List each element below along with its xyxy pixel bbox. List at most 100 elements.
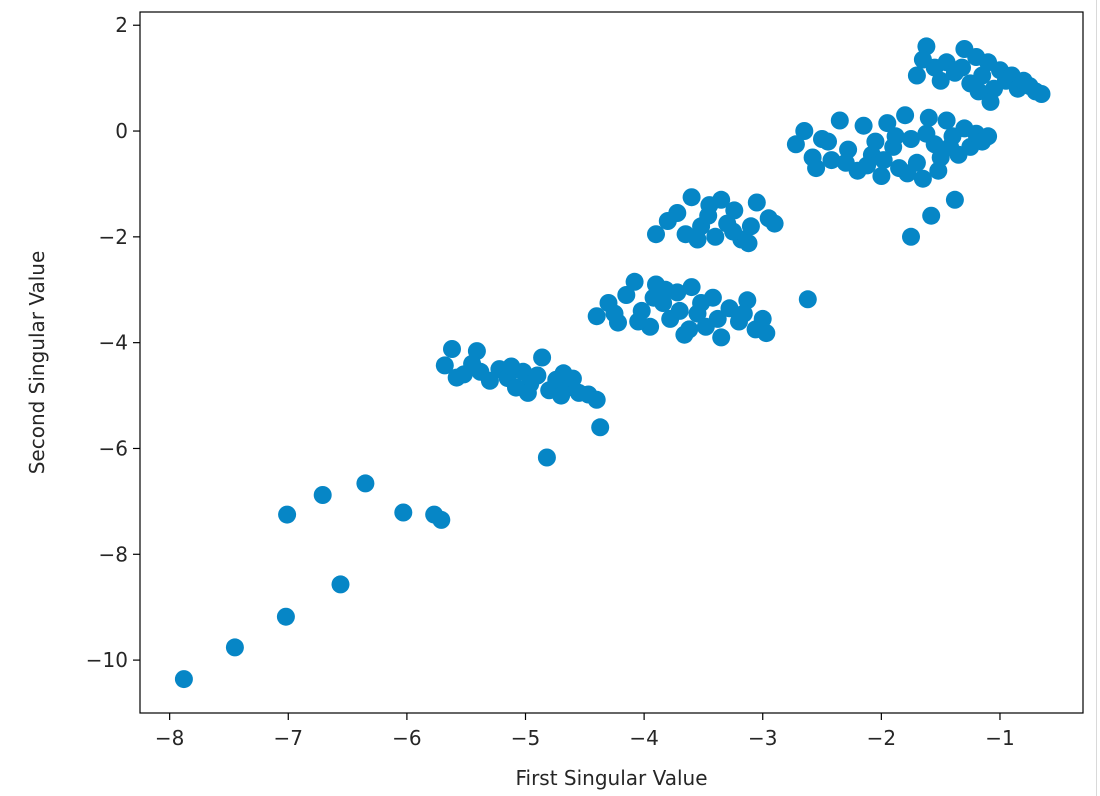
scatter-point [432,510,451,529]
scatter-point [757,324,776,343]
scatter-point [945,190,964,209]
scatter-point [331,575,350,594]
scatter-point [1032,85,1051,103]
x-tick-label: −6 [392,726,421,750]
scatter-point [656,280,675,299]
scatter-point [913,50,932,69]
scatter-point [878,114,897,133]
scatter-point [753,309,772,328]
x-tick-label: −1 [985,726,1014,750]
scatter-point [518,383,537,402]
scatter-point [836,153,855,172]
scatter-point [724,222,743,241]
axes-frame [139,11,1084,714]
scatter-point [668,204,687,222]
scatter-point [708,309,727,328]
scatter-point [917,124,936,143]
scatter-point [356,474,375,493]
scatter-point [819,132,837,151]
scatter-point [822,151,841,170]
scatter-point [830,111,849,130]
scatter-point [682,278,701,297]
scatter-point [174,670,193,689]
scatter-point [858,156,877,175]
scatter-point [931,71,950,90]
scatter-point [276,607,295,626]
x-tick-label: −7 [274,726,303,750]
points-layer [174,37,1051,689]
scatter-point [734,304,753,323]
scatter-point [866,132,885,151]
y-tick-label: −8 [99,542,128,566]
y-tick-label: −2 [99,225,128,249]
x-tick-label: −4 [629,726,658,750]
scatter-point [739,234,758,253]
scatter-point [929,161,948,180]
y-tick-label: −4 [99,331,128,355]
scatter-point [528,366,547,385]
scatter-point [435,356,454,375]
x-ticks: −8 −7 −6 −5 −4 −3 −2 −1 [155,713,1015,750]
scatter-point [463,354,482,373]
scatter-point [937,111,956,130]
y-tick-label: 0 [115,119,128,143]
y-ticks: 2 0 −2 −4 −6 −8 −10 [86,13,140,672]
scatter-point [537,448,556,467]
x-tick-label: −2 [867,726,896,750]
scatter-point [913,169,932,188]
scatter-point [902,130,920,148]
scatter-point [533,348,552,367]
scatter-point [692,294,711,312]
scatter-point [741,217,760,236]
scatter-point [443,340,461,358]
scatter-point [682,188,701,207]
scatter-point [902,227,920,246]
scatter-point [278,505,297,524]
scatter-point [552,386,571,405]
scatter-point [765,214,784,233]
page-edge-divider [1096,0,1097,796]
scatter-point [786,135,805,154]
scatter-point [886,127,905,146]
scatter-point [605,304,624,323]
scatter-point [563,369,582,388]
scatter-point [313,486,332,504]
y-tick-label: −10 [86,648,128,672]
scatter-point [798,290,817,309]
scatter-point [706,227,725,246]
scatter-point [720,299,739,318]
scatter-point [874,151,893,170]
scatter-point [680,320,699,339]
scatter-point [447,368,466,387]
y-tick-label: 2 [115,13,128,37]
scatter-point [854,116,873,135]
scatter-point [807,159,826,178]
scatter-point [670,301,689,320]
scatter-point [725,201,744,220]
scatter-point [907,66,926,85]
scatter-point [225,638,244,657]
x-axis-label: First Singular Value [515,766,707,790]
scatter-point [795,122,814,140]
scatter-point [625,272,644,291]
scatter-point [688,230,707,249]
scatter-point [896,106,915,125]
scatter-point [898,164,917,183]
x-tick-label: −8 [155,726,184,750]
scatter-point [969,82,988,101]
scatter-point [981,92,1000,111]
scatter-point [922,206,941,225]
scatter-point [941,137,960,156]
scatter-point [953,58,971,77]
scatter-point [394,503,413,522]
scatter-point [617,286,636,304]
scatter-point [712,328,731,347]
scatter-point [700,196,719,215]
y-tick-label: −6 [99,436,128,460]
scatter-point [587,307,606,326]
scatter-point [502,357,521,376]
scatter-point [747,193,766,212]
scatter-point [979,127,998,146]
